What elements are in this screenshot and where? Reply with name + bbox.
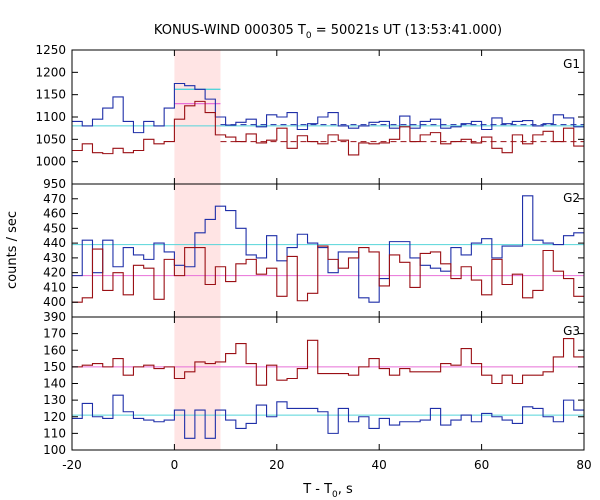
tick-layer: 950100010501100115012001250G139040041042… xyxy=(35,43,591,472)
y-tick-label: 410 xyxy=(43,280,66,294)
y-tick-label: 950 xyxy=(43,177,66,191)
y-tick-label: 130 xyxy=(43,393,66,407)
y-tick-label: 140 xyxy=(43,377,66,391)
y-tick-label: 420 xyxy=(43,266,66,280)
y-tick-label: 450 xyxy=(43,221,66,235)
panel-label-g2: G2 xyxy=(563,191,580,205)
panel-label-g3: G3 xyxy=(563,324,580,338)
highlight-layer xyxy=(174,50,221,450)
series-layer xyxy=(72,82,584,439)
x-tick-label: 40 xyxy=(372,458,387,472)
x-tick-label: 0 xyxy=(171,458,179,472)
series-blue-step-line xyxy=(72,82,584,134)
y-tick-label: 460 xyxy=(43,207,66,221)
y-tick-label: 170 xyxy=(43,327,66,341)
y-tick-label: 110 xyxy=(43,426,66,440)
y-tick-label: 100 xyxy=(43,443,66,457)
series-blue-step-line xyxy=(72,394,584,439)
series-red-step-line xyxy=(72,338,584,386)
x-tick-label: 80 xyxy=(576,458,591,472)
y-tick-label: 1150 xyxy=(35,88,66,102)
chart-title: KONUS-WIND 000305 T0 = 50021s UT (13:53:… xyxy=(154,23,502,41)
y-tick-label: 1000 xyxy=(35,155,66,169)
y-tick-label: 430 xyxy=(43,251,66,265)
x-tick-label: 20 xyxy=(269,458,284,472)
x-tick-label: -20 xyxy=(62,458,82,472)
x-axis-label: T - T0, s xyxy=(302,482,353,500)
y-axis-label: counts / sec xyxy=(5,211,20,289)
highlight-band xyxy=(174,50,221,450)
series-red-step-line xyxy=(72,100,584,156)
y-tick-label: 150 xyxy=(43,360,66,374)
background-layer xyxy=(72,88,584,416)
y-tick-label: 1050 xyxy=(35,132,66,146)
y-tick-label: 400 xyxy=(43,295,66,309)
panel-label-g1: G1 xyxy=(563,57,580,71)
series-red-step-line xyxy=(72,245,584,303)
y-tick-label: 440 xyxy=(43,236,66,250)
y-tick-label: 470 xyxy=(43,192,66,206)
y-tick-label: 120 xyxy=(43,410,66,424)
y-tick-label: 390 xyxy=(43,310,66,324)
y-tick-label: 160 xyxy=(43,343,66,357)
y-tick-label: 1250 xyxy=(35,43,66,57)
x-tick-label: 60 xyxy=(474,458,489,472)
y-tick-label: 1200 xyxy=(35,65,66,79)
y-tick-label: 1100 xyxy=(35,110,66,124)
